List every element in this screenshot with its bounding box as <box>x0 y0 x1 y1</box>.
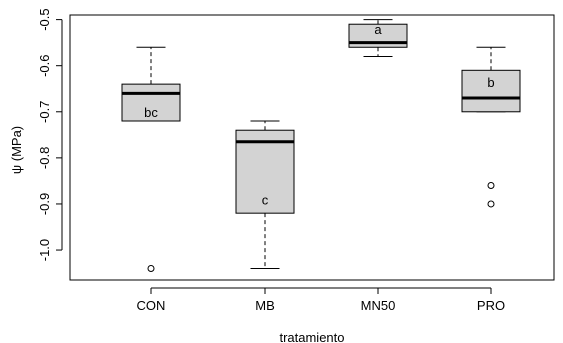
group-letter: b <box>487 75 494 90</box>
outlier-point <box>487 182 495 190</box>
x-tick-label: CON <box>137 298 166 313</box>
y-tick-label: -0.6 <box>37 54 52 76</box>
box-mb: c <box>235 120 295 269</box>
plot-frame <box>69 14 555 281</box>
y-tick-label: -0.5 <box>37 8 52 30</box>
y-axis-title: ψ (MPa) <box>9 126 24 174</box>
x-tick-label: MN50 <box>361 298 396 313</box>
y-axis: -1.0 -0.9 -0.8 -0.7 -0.6 -0.5 <box>37 8 63 261</box>
box-rect <box>461 69 521 113</box>
group-letter: c <box>262 192 269 207</box>
y-tick-label: -1.0 <box>37 239 52 261</box>
x-axis: CON MB MN50 PRO <box>137 287 505 313</box>
box-pro: b <box>461 46 521 208</box>
y-tick-label: -0.8 <box>37 147 52 169</box>
box-rect <box>121 83 181 122</box>
outlier-point <box>487 200 495 208</box>
box-mn50: a <box>348 19 408 57</box>
x-tick-label: MB <box>255 298 275 313</box>
box-rect <box>235 129 295 214</box>
x-tick-label: PRO <box>477 298 505 313</box>
group-letter: bc <box>144 105 158 120</box>
y-tick-label: -0.9 <box>37 193 52 215</box>
outlier-point <box>147 264 155 272</box>
group-letter: a <box>374 22 382 37</box>
box-con: bc <box>121 46 181 272</box>
y-tick-label: -0.7 <box>37 101 52 123</box>
x-axis-title: tratamiento <box>279 330 344 343</box>
boxes: bc c a b <box>121 19 521 272</box>
